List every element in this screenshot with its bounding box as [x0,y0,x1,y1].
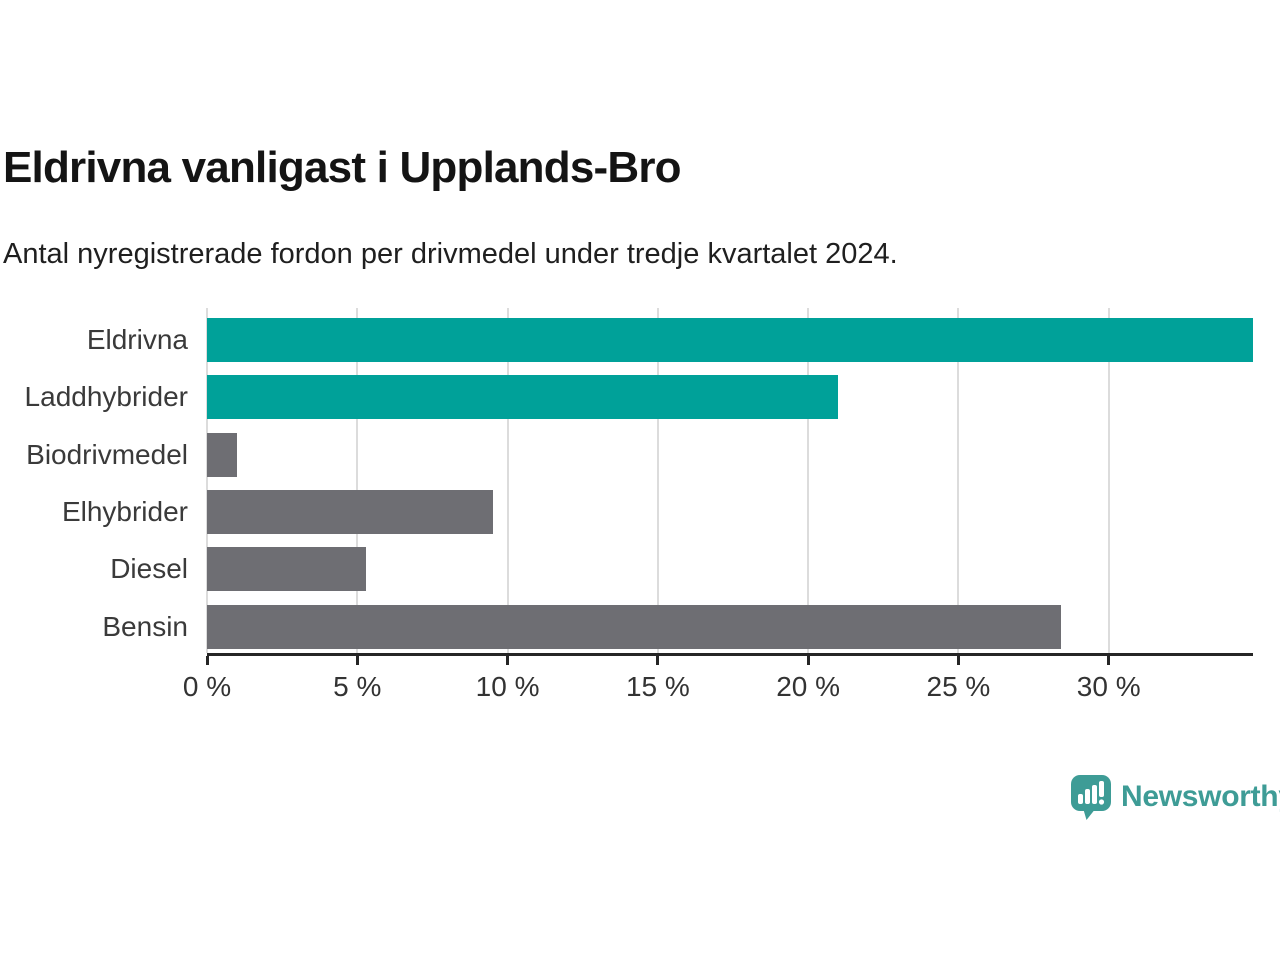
bar-biodrivmedel [207,432,238,477]
tick-label-15: 15 % [625,671,690,702]
tick-mark-10 [506,656,510,665]
tick-label-25: 25 % [926,671,991,702]
bar-diesel [207,547,367,592]
tick-label-20: 20 % [776,671,841,702]
category-label-biodrivmedel: Biodrivmedel [26,438,188,470]
page-title: Eldrivna vanligast i Upplands-Bro [3,143,682,192]
gridline-0 [206,308,208,653]
gridline-25 [957,308,960,653]
gridline-5 [356,308,359,653]
tick-mark-30 [1107,656,1111,665]
tick-mark-20 [806,656,810,665]
gridline-30 [1107,308,1110,653]
tick-label-30: 30 % [1076,671,1141,702]
tick-mark-15 [656,656,660,665]
newsworthy-logo-text: Newsworthy [1121,780,1280,813]
tick-label-5: 5 % [333,671,382,702]
category-label-laddhybrider: Laddhybrider [24,381,188,413]
tick-label-10: 10 % [475,671,540,702]
newsworthy-logo-icon [1071,775,1111,820]
bar-bensin [207,604,1061,649]
category-label-bensin: Bensin [102,610,188,642]
newsworthy-branding: Newsworthy [1070,774,1280,820]
category-label-eldrivna: Eldrivna [86,324,188,355]
bar-laddhybrider [207,375,839,420]
page-subtitle: Antal nyregistrerade fordon per drivmede… [3,238,898,270]
tick-mark-0 [205,656,209,665]
tick-label-0: 0 % [182,671,232,702]
category-label-diesel: Diesel [110,553,188,585]
category-label-elhybrider: Elhybrider [61,495,188,527]
tick-mark-5 [355,656,359,665]
gridline-20 [807,308,810,653]
x-axis-line [207,653,1253,656]
gridline-10 [506,308,509,653]
gridline-15 [656,308,659,653]
bar-eldrivna [207,318,1253,362]
bar-elhybrider [207,489,493,534]
tick-mark-25 [956,656,960,665]
